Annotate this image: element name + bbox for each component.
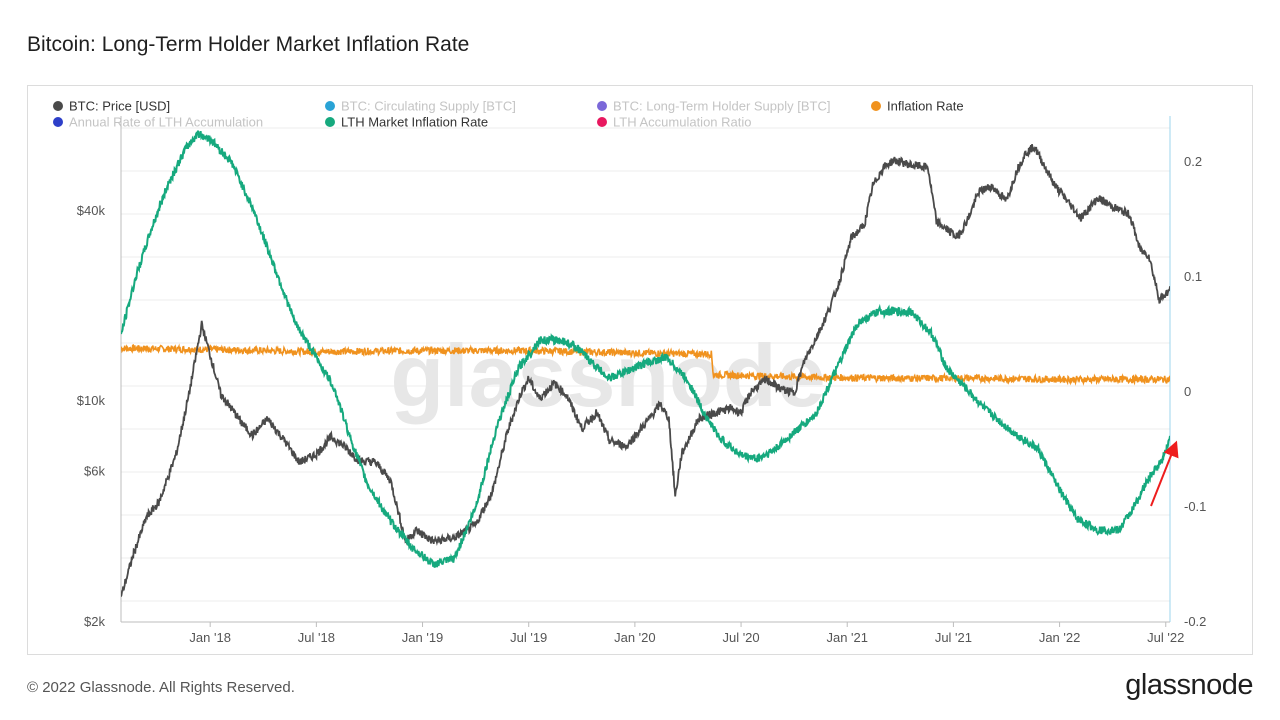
legend-label: LTH Accumulation Ratio [613, 115, 752, 130]
x-tick-label: Jan '19 [402, 630, 444, 645]
legend-label: Annual Rate of LTH Accumulation [69, 115, 263, 130]
y-left-tick-label: $40k [77, 203, 106, 218]
x-tick-label: Jan '18 [189, 630, 231, 645]
legend-item[interactable]: LTH Accumulation Ratio [597, 115, 752, 130]
x-tick-label: Jan '21 [826, 630, 868, 645]
axes: Jan '18 Jul '18 Jan '19 Jul '19 Jan '20 Jul '… [77, 116, 1206, 645]
x-tick-label: Jan '22 [1039, 630, 1081, 645]
glassnode-logo[interactable]: glassnode [1125, 669, 1253, 701]
series-btc-price-line[interactable] [121, 144, 1170, 597]
legend-swatch-icon [325, 101, 335, 111]
legend-swatch-icon [597, 117, 607, 127]
x-tick-label: Jul '20 [722, 630, 759, 645]
x-tick-label: Jul '18 [298, 630, 335, 645]
legend-swatch-icon [597, 101, 607, 111]
legend-label: BTC: Circulating Supply [BTC] [341, 99, 516, 114]
legend-swatch-icon [53, 101, 63, 111]
legend-swatch-icon [871, 101, 881, 111]
legend-item[interactable]: BTC: Circulating Supply [BTC] [325, 99, 516, 114]
page-title: Bitcoin: Long-Term Holder Market Inflati… [27, 33, 470, 56]
legend-swatch-icon [325, 117, 335, 127]
legend-item[interactable]: LTH Market Inflation Rate [325, 115, 488, 130]
series-layer [121, 130, 1170, 597]
x-tick-label: Jul '22 [1147, 630, 1184, 645]
x-tick-label: Jul '19 [510, 630, 547, 645]
y-right-tick-label: -0.1 [1184, 499, 1206, 514]
legend-label: BTC: Long-Term Holder Supply [BTC] [613, 99, 830, 114]
y-left-tick-label: $10k [77, 393, 106, 408]
series-inflation-rate-line[interactable] [121, 343, 1170, 386]
chart-svg[interactable]: glassnode BTC: Price [USD] BTC: Circulati… [28, 86, 1252, 654]
y-right-tick-label: -0.2 [1184, 614, 1206, 629]
legend-label: LTH Market Inflation Rate [341, 115, 488, 130]
y-right-tick-label: 0 [1184, 384, 1191, 399]
legend-item[interactable]: Annual Rate of LTH Accumulation [53, 115, 263, 130]
legend-label: BTC: Price [USD] [69, 99, 170, 114]
x-tick-label: Jul '21 [935, 630, 972, 645]
legend-label: Inflation Rate [887, 99, 964, 114]
annotation-arrow [1150, 440, 1179, 507]
legend-item[interactable]: BTC: Long-Term Holder Supply [BTC] [597, 99, 830, 114]
legend: BTC: Price [USD] BTC: Circulating Supply … [53, 99, 964, 130]
legend-item[interactable]: BTC: Price [USD] [53, 99, 170, 114]
legend-item[interactable]: Inflation Rate [871, 99, 964, 114]
y-right-tick-label: 0.2 [1184, 154, 1202, 169]
chart-panel: glassnode BTC: Price [USD] BTC: Circulati… [27, 85, 1253, 655]
x-tick-label: Jan '20 [614, 630, 656, 645]
copyright-footer: © 2022 Glassnode. All Rights Reserved. [27, 679, 295, 696]
legend-swatch-icon [53, 117, 63, 127]
gridlines [121, 127, 1170, 602]
y-left-tick-label: $6k [84, 463, 105, 478]
y-left-tick-label: $2k [84, 614, 105, 629]
series-lth-mir-line[interactable] [121, 130, 1170, 568]
annotation-layer [1150, 440, 1179, 507]
y-right-tick-label: 0.1 [1184, 269, 1202, 284]
